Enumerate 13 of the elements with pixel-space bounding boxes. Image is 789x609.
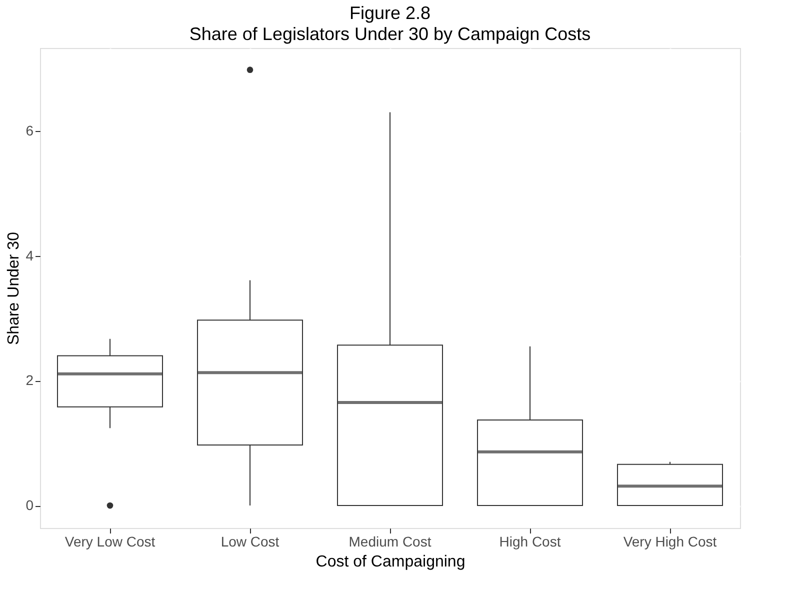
y-tick-label: 2 [26,372,34,388]
chart-title: Figure 2.8 [349,3,431,23]
x-tick-label: Low Cost [220,534,280,550]
x-tick-label: High Cost [499,534,561,550]
x-tick-label: Very Low Cost [64,534,156,550]
y-axis-title: Share Under 30 [6,232,23,345]
y-tick-label: 0 [26,497,34,514]
x-tick-label: Medium Cost [348,534,432,550]
chart-subtitle: Share of Legislators Under 30 by Campaign Costs [189,24,591,44]
y-tick-label: 6 [26,122,34,139]
x-tick-label: Very High Cost [623,534,717,550]
x-axis-title: Cost of Campaigning [316,554,466,570]
y-tick-label: 4 [26,247,34,264]
